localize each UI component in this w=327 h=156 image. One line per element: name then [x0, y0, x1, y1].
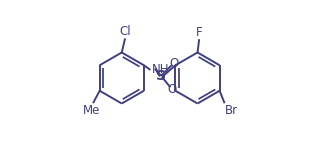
- Text: O: O: [169, 57, 178, 70]
- Text: O: O: [167, 83, 176, 96]
- Text: F: F: [196, 26, 203, 39]
- Text: Br: Br: [225, 104, 238, 117]
- Text: NH: NH: [152, 63, 169, 76]
- Text: S: S: [156, 69, 166, 83]
- Text: Cl: Cl: [120, 25, 131, 38]
- Text: Me: Me: [83, 104, 101, 117]
